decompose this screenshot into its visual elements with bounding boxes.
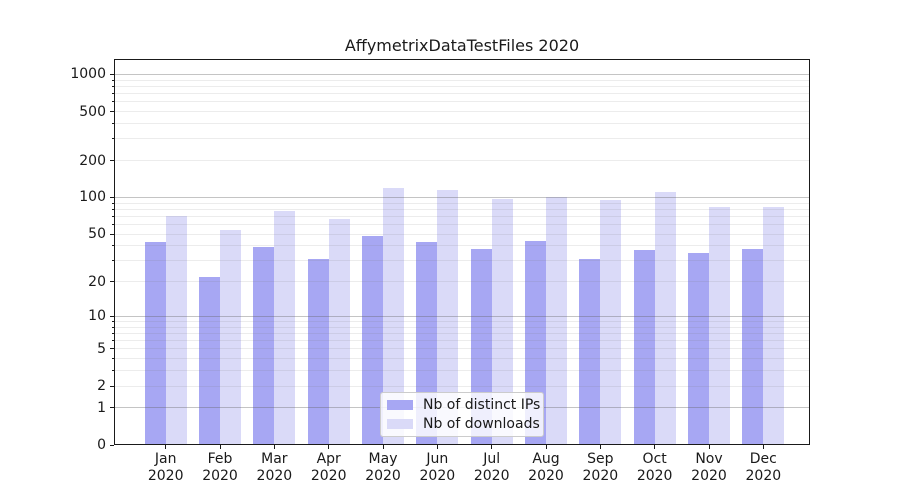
bar-nb-of-distinct-ips-nov (688, 252, 709, 445)
x-tick-label-feb: Feb 2020 (202, 451, 238, 484)
y-tick-mark (110, 73, 114, 75)
x-tick-label-jul: Jul 2020 (473, 451, 510, 484)
y-tick-label: 1 (97, 399, 106, 416)
y-tick-label: 0 (97, 437, 106, 453)
y-tick-label: 500 (79, 103, 106, 120)
x-tick-mark (328, 445, 330, 449)
bar-nb-of-distinct-ips-apr (307, 259, 329, 445)
legend-label-downloads: Nb of downloads (423, 416, 540, 432)
legend: Nb of distinct IPs Nb of downloads (380, 392, 544, 437)
y-tick-label: 200 (79, 152, 106, 169)
y-tick-mark (110, 196, 114, 198)
y-minor-tick-mark (112, 281, 114, 283)
x-tick-mark (599, 445, 601, 449)
bar-nb-of-downloads-nov (709, 206, 730, 445)
y-minor-tick-mark (112, 260, 114, 262)
bar-nb-of-downloads-aug (546, 196, 567, 445)
x-tick-label-mar: Mar 2020 (256, 451, 293, 484)
legend-label-distinct-ips: Nb of distinct IPs (423, 397, 541, 413)
bar-nb-of-distinct-ips-oct (633, 249, 655, 445)
x-tick-mark (273, 445, 275, 449)
x-tick-label-may: May 2020 (365, 451, 401, 484)
y-minor-tick-mark (112, 370, 114, 372)
legend-swatch-downloads-icon (387, 419, 413, 429)
y-minor-tick-mark (112, 215, 114, 217)
chart-title: AffymetrixDataTestFiles 2020 (344, 36, 580, 55)
bar-nb-of-distinct-ips-jan (144, 242, 166, 445)
x-tick-mark (219, 445, 221, 449)
bar-nb-of-downloads-mar (274, 211, 296, 445)
bar-nb-of-distinct-ips-dec (742, 248, 764, 445)
y-minor-tick-mark (112, 208, 114, 210)
x-tick-mark (654, 445, 656, 449)
legend-swatch-distinct-ips-icon (387, 400, 413, 410)
bar-nb-of-distinct-ips-feb (199, 276, 221, 445)
x-tick-label-nov: Nov 2020 (691, 451, 727, 484)
x-tick-mark (382, 445, 384, 449)
legend-item-downloads: Nb of downloads (387, 416, 540, 432)
x-tick-mark (436, 445, 438, 449)
y-minor-tick-mark (112, 202, 114, 204)
y-tick-label: 100 (79, 189, 106, 206)
y-minor-tick-mark (112, 385, 114, 387)
bar-nb-of-downloads-jun (437, 189, 459, 445)
bar-nb-of-distinct-ips-may (362, 236, 384, 445)
x-tick-label-oct: Oct 2020 (636, 451, 673, 484)
y-minor-tick-mark (112, 332, 114, 334)
bar-nb-of-downloads-apr (328, 218, 350, 445)
x-tick-mark (491, 445, 493, 449)
y-tick-label: 20 (88, 273, 106, 290)
y-minor-tick-mark (112, 79, 114, 81)
y-minor-tick-mark (112, 93, 114, 95)
y-minor-tick-mark (112, 233, 114, 235)
bar-nb-of-downloads-jul (491, 199, 513, 445)
y-tick-mark (110, 315, 114, 317)
bar-nb-of-downloads-may (383, 187, 405, 445)
y-minor-tick-mark (112, 111, 114, 113)
bar-nb-of-downloads-feb (220, 230, 242, 445)
x-tick-label-jan: Jan 2020 (147, 451, 184, 484)
x-tick-mark (762, 445, 764, 449)
y-tick-mark (110, 444, 114, 446)
y-minor-tick-mark (112, 160, 114, 162)
x-tick-mark (545, 445, 547, 449)
x-tick-label-sep: Sep 2020 (582, 451, 619, 484)
y-tick-label: 2 (97, 378, 106, 395)
y-minor-tick-mark (112, 348, 114, 350)
y-minor-tick-mark (112, 358, 114, 360)
x-tick-label-aug: Aug 2020 (528, 451, 564, 484)
y-tick-mark (110, 407, 114, 409)
x-tick-mark (708, 445, 710, 449)
x-tick-label-dec: Dec 2020 (745, 451, 782, 484)
y-minor-tick-mark (112, 123, 114, 124)
bar-nb-of-distinct-ips-mar (253, 247, 275, 445)
y-minor-tick-mark (112, 101, 114, 103)
x-tick-mark (165, 445, 167, 449)
y-minor-tick-mark (112, 138, 114, 140)
y-tick-label: 50 (88, 226, 106, 243)
y-minor-tick-mark (112, 245, 114, 247)
bar-nb-of-distinct-ips-sep (579, 259, 601, 445)
bar-nb-of-downloads-jan (165, 216, 187, 445)
y-minor-tick-mark (112, 321, 114, 322)
y-tick-label: 5 (97, 340, 106, 357)
bar-nb-of-downloads-oct (654, 192, 676, 445)
y-minor-tick-mark (112, 326, 114, 328)
y-minor-tick-mark (112, 85, 114, 87)
legend-item-distinct-ips: Nb of distinct IPs (387, 397, 540, 413)
y-tick-label: 10 (88, 308, 106, 325)
y-tick-label: 1000 (70, 66, 106, 83)
x-tick-label-jun: Jun 2020 (419, 451, 456, 484)
bar-nb-of-downloads-sep (600, 200, 622, 445)
bar-nb-of-downloads-dec (763, 206, 785, 445)
x-tick-label-apr: Apr 2020 (310, 451, 347, 484)
y-minor-tick-mark (112, 340, 114, 342)
y-minor-tick-mark (112, 224, 114, 225)
